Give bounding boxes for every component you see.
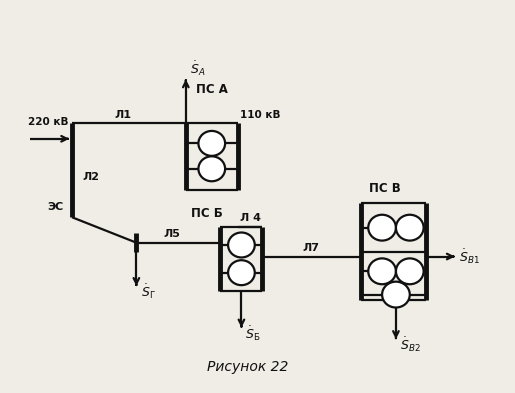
Circle shape	[368, 258, 396, 284]
Text: 220 кВ: 220 кВ	[28, 117, 68, 127]
Circle shape	[396, 215, 424, 241]
Text: $\dot{S}_A$: $\dot{S}_A$	[190, 60, 205, 78]
Text: Л7: Л7	[302, 243, 319, 253]
Text: Л 4: Л 4	[240, 213, 261, 223]
Text: $\dot{S}_\Gamma$: $\dot{S}_\Gamma$	[141, 283, 156, 301]
Circle shape	[382, 282, 410, 307]
Text: Л1: Л1	[114, 110, 131, 120]
Text: ЭС: ЭС	[47, 202, 64, 212]
Circle shape	[228, 260, 255, 285]
Circle shape	[198, 156, 225, 181]
Text: Л5: Л5	[164, 229, 180, 239]
Text: $\dot{S}_{B1}$: $\dot{S}_{B1}$	[459, 248, 480, 266]
Text: ПС Б: ПС Б	[191, 207, 222, 220]
Text: $\dot{S}_{B2}$: $\dot{S}_{B2}$	[400, 335, 421, 354]
Text: 110 кВ: 110 кВ	[240, 110, 281, 120]
Circle shape	[396, 258, 424, 284]
Text: Рисунок 22: Рисунок 22	[207, 360, 288, 375]
Circle shape	[198, 131, 225, 156]
Text: ПС А: ПС А	[196, 83, 228, 95]
Text: ПС В: ПС В	[369, 182, 401, 195]
Circle shape	[228, 233, 255, 257]
Circle shape	[368, 215, 396, 241]
Text: $\dot{S}_\mathrm{Б}$: $\dot{S}_\mathrm{Б}$	[245, 324, 261, 343]
Text: Л2: Л2	[82, 173, 99, 182]
